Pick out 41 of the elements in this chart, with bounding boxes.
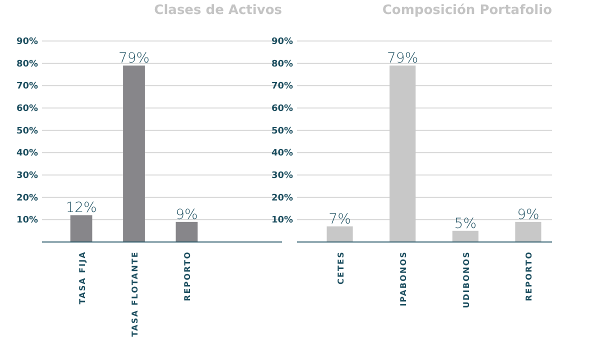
data-label: 79% — [387, 50, 418, 67]
x-tick-label: TASA FIJA — [78, 251, 87, 304]
x-tick-label: IPABONOS — [399, 251, 408, 306]
y-tick-label: 40% — [16, 148, 38, 159]
y-tick-label: 90% — [16, 37, 38, 47]
y-tick-label: 80% — [16, 59, 38, 70]
bar — [176, 222, 198, 242]
x-tick-label: REPORTO — [183, 251, 192, 302]
data-label: 9% — [176, 206, 198, 223]
x-tick-label: UDIBONOS — [462, 251, 471, 308]
bar — [70, 215, 92, 242]
x-tick-label: REPORTO — [524, 251, 534, 302]
data-label: 5% — [454, 216, 477, 232]
chart-title: Composición Portafolio — [382, 3, 552, 18]
bar — [123, 66, 145, 242]
x-tick-label: CETES — [336, 251, 346, 285]
y-tick-label: 50% — [16, 126, 38, 136]
y-tick-label: 20% — [16, 193, 38, 204]
y-tick-label: 10% — [271, 216, 293, 226]
y-tick-label: 90% — [271, 37, 293, 47]
chart-title: Clases de Activos — [154, 3, 282, 18]
bar — [452, 230, 478, 242]
data-label: 7% — [328, 211, 351, 228]
y-tick-label: 60% — [271, 104, 293, 114]
y-tick-label: 70% — [16, 82, 38, 92]
x-tick-label: TASA FLOTANTE — [130, 251, 140, 337]
y-tick-label: 80% — [271, 59, 293, 70]
y-tick-label: 30% — [271, 171, 293, 181]
bar — [515, 222, 542, 242]
data-label: 9% — [517, 206, 540, 223]
y-tick-label: 70% — [271, 82, 293, 92]
bar — [326, 226, 353, 242]
y-tick-label: 50% — [271, 126, 293, 136]
y-tick-label: 60% — [16, 104, 38, 114]
data-label: 79% — [118, 50, 150, 67]
y-tick-label: 10% — [16, 216, 38, 226]
y-tick-label: 20% — [271, 193, 293, 204]
bar — [390, 66, 416, 242]
y-tick-label: 30% — [16, 171, 38, 181]
data-label: 12% — [66, 200, 97, 216]
y-tick-label: 40% — [271, 148, 293, 159]
